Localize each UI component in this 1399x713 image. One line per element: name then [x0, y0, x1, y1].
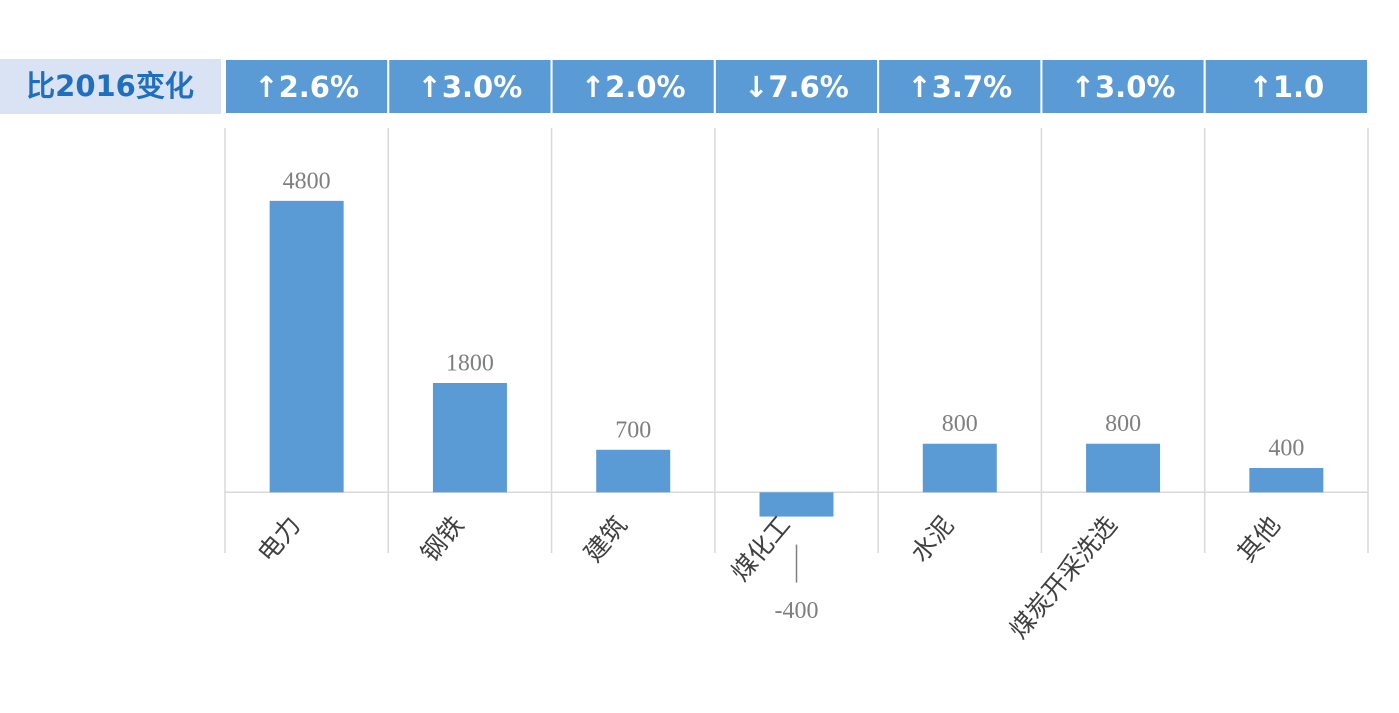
- change-value: ↑2.0%: [581, 70, 686, 104]
- category-label: 煤化工: [726, 511, 796, 587]
- value-label: 1800: [446, 351, 494, 377]
- change-value: ↑3.0%: [418, 70, 523, 104]
- bar: [432, 383, 507, 493]
- header-cell: [1040, 58, 1206, 115]
- bar: [596, 449, 671, 493]
- header-label-cell: [0, 59, 221, 114]
- change-value: ↑3.0%: [1071, 70, 1176, 104]
- header-cell: [713, 58, 880, 115]
- category-label: 其他: [1232, 511, 1286, 568]
- value-label: 400: [1268, 436, 1304, 462]
- bar: [922, 443, 997, 493]
- header-cell: [1203, 58, 1369, 115]
- value-label: 700: [615, 417, 651, 443]
- bar: [1249, 468, 1324, 493]
- value-label: 800: [942, 411, 978, 437]
- change-value: ↑2.6%: [254, 70, 359, 104]
- category-label: 煤炭开采洗选: [1004, 511, 1123, 645]
- header-cell: [550, 58, 716, 115]
- change-value: ↑1.0: [1249, 70, 1325, 104]
- bar: [1086, 443, 1161, 493]
- value-label: 800: [1105, 411, 1141, 437]
- bar: [269, 200, 344, 493]
- value-label: -400: [775, 598, 819, 624]
- category-label: 钢铁: [415, 511, 469, 568]
- bar: [759, 492, 834, 517]
- value-label: 4800: [283, 168, 331, 194]
- change-value: ↑3.7%: [907, 70, 1012, 104]
- category-label: 建筑: [578, 511, 632, 568]
- category-label: 电力: [252, 511, 306, 568]
- category-label: 水泥: [905, 511, 959, 568]
- header-cell: [224, 58, 390, 115]
- change-value: ↓7.6%: [744, 70, 849, 104]
- change-label: 比2016变化: [26, 69, 194, 103]
- header-cell: [387, 58, 553, 115]
- header-cell: [877, 58, 1043, 115]
